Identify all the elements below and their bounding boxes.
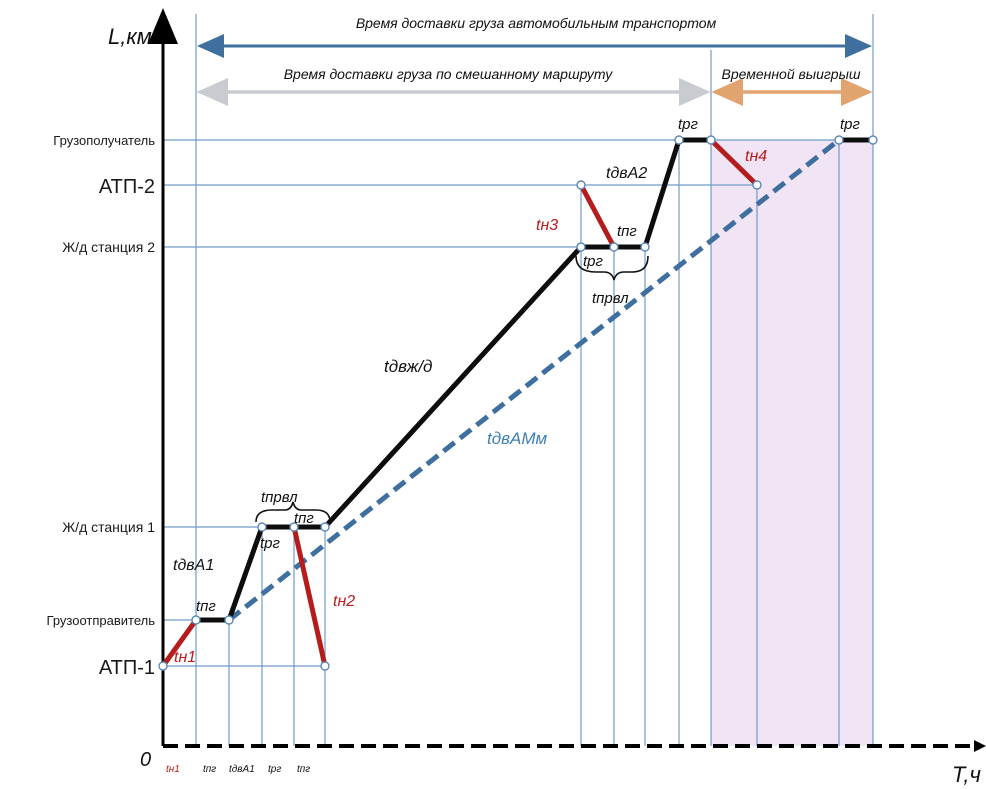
label-trg-2: tрг bbox=[583, 253, 604, 270]
x-tick-tdvA1: tдвА1 bbox=[229, 764, 255, 775]
label-trg-1: tрг bbox=[260, 535, 281, 552]
label-trg-4: tрг bbox=[840, 116, 861, 133]
label-tpg1: tпг bbox=[196, 598, 216, 615]
brace-transfer-2 bbox=[575, 255, 649, 281]
y-label-sender: Грузоотправитель bbox=[47, 613, 156, 628]
route-points bbox=[158, 135, 878, 671]
label-tn1: tн1 bbox=[174, 649, 196, 666]
label-tn2: tн2 bbox=[333, 593, 355, 610]
label-tprvl-1: tпрвл bbox=[261, 489, 298, 506]
label-tdvAMm: tдвАМм bbox=[487, 429, 547, 448]
x-axis-arrow bbox=[974, 740, 986, 752]
x-tick-tpg: tпг bbox=[203, 764, 216, 775]
label-tpg-2: tпг bbox=[294, 510, 314, 527]
gain-label: Временной выигрыш bbox=[721, 66, 860, 82]
x-tick-trg: tрг bbox=[268, 764, 281, 775]
x-tick-tn1: tн1 bbox=[166, 764, 180, 775]
origin-label: 0 bbox=[140, 749, 151, 771]
mixed-route bbox=[193, 137, 876, 623]
y-label-rail1: Ж/д станция 1 bbox=[62, 519, 155, 535]
y-label-rail2: Ж/д станция 2 bbox=[62, 239, 155, 255]
label-tdvA2: tдвА2 bbox=[606, 165, 647, 182]
mixed-time-label: Время доставки груза по смешанному маршр… bbox=[284, 66, 614, 82]
y-label-receiver: Грузополучатель bbox=[53, 133, 155, 148]
label-tn4: tн4 bbox=[745, 148, 767, 165]
label-tprvl-2: tпрвл bbox=[592, 290, 629, 307]
x-tick-tpg-2: tпг bbox=[297, 764, 310, 775]
y-label-atp2: АТП-2 bbox=[99, 176, 155, 198]
brace-transfer-1 bbox=[255, 501, 331, 523]
label-tpg-3: tпг bbox=[617, 223, 637, 240]
road-time-label: Время доставки груза автомобильным транс… bbox=[356, 15, 717, 31]
time-gain-area bbox=[711, 140, 873, 746]
label-tn3: tн3 bbox=[536, 217, 558, 234]
empty-runs bbox=[160, 137, 760, 669]
label-tdvA1: tдвА1 bbox=[173, 557, 214, 574]
road-route-line bbox=[227, 138, 841, 622]
vertical-guides bbox=[195, 14, 874, 746]
x-axis-title: T,ч bbox=[952, 762, 981, 787]
label-tdv-rail: tдвж/д bbox=[384, 357, 432, 376]
y-label-atp1: АТП-1 bbox=[99, 657, 155, 679]
y-axis-title: L,км bbox=[108, 24, 152, 49]
label-trg-3: tрг bbox=[678, 116, 699, 133]
